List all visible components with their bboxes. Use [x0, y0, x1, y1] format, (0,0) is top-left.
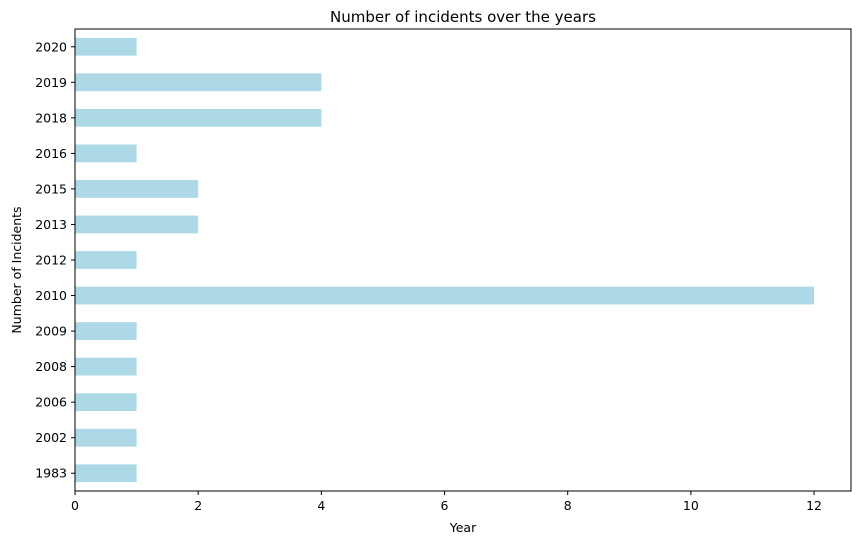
y-tick-label-2008: 2008 [35, 359, 67, 374]
x-tick-label-0: 0 [71, 498, 79, 513]
plot-frame [74, 28, 852, 492]
y-tick-label-2013: 2013 [35, 217, 67, 232]
y-tick-label-2018: 2018 [35, 110, 67, 125]
y-tick-label-2020: 2020 [35, 39, 67, 54]
bar-2006 [75, 393, 137, 412]
bar-2020 [75, 37, 137, 56]
y-axis-label: Number of Incidents [9, 206, 24, 333]
bar-2010 [75, 286, 815, 305]
y-tick-label-2002: 2002 [35, 430, 67, 445]
bar-2012 [75, 251, 137, 269]
bar-2002 [75, 428, 137, 447]
x-tick-label-4: 4 [317, 498, 325, 513]
x-tick-label-10: 10 [683, 498, 699, 513]
y-tick-label-2009: 2009 [35, 324, 67, 339]
bar-2018 [75, 108, 322, 127]
x-tick-label-12: 12 [806, 498, 822, 513]
x-tick-label-2: 2 [194, 498, 202, 513]
bar-1983 [75, 464, 137, 483]
y-tick-label-2010: 2010 [35, 288, 67, 303]
chart-title: Number of incidents over the years [330, 8, 596, 26]
y-tick-label-2012: 2012 [35, 253, 67, 268]
y-tick-label-2006: 2006 [35, 395, 67, 410]
axes-layer: 1983200220062008200920102012201320152016… [35, 28, 852, 513]
bar-2016 [75, 144, 137, 163]
bar-2015 [75, 180, 199, 198]
y-tick-label-2019: 2019 [35, 75, 67, 90]
x-tick-label-8: 8 [564, 498, 572, 513]
bar-2008 [75, 357, 137, 376]
y-tick-label-2016: 2016 [35, 146, 67, 161]
bar-2009 [75, 322, 137, 340]
bar-2013 [75, 215, 199, 234]
x-tick-label-6: 6 [441, 498, 449, 513]
bars-layer [75, 37, 815, 483]
x-axis-label: Year [449, 520, 477, 535]
y-tick-label-1983: 1983 [35, 466, 67, 481]
bar-2019 [75, 73, 322, 92]
y-tick-label-2015: 2015 [35, 181, 67, 196]
